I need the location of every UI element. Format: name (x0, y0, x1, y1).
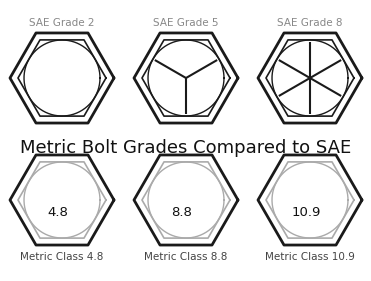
Text: 8.8: 8.8 (171, 205, 193, 219)
Text: SAE Grade 5: SAE Grade 5 (153, 18, 219, 28)
Text: Metric Class 4.8: Metric Class 4.8 (20, 252, 104, 262)
Text: 4.8: 4.8 (47, 205, 68, 219)
Text: 10.9: 10.9 (291, 205, 321, 219)
Text: Metric Bolt Grades Compared to SAE: Metric Bolt Grades Compared to SAE (20, 139, 351, 157)
Text: SAE Grade 8: SAE Grade 8 (277, 18, 343, 28)
Text: SAE Grade 2: SAE Grade 2 (29, 18, 95, 28)
Text: Metric Class 8.8: Metric Class 8.8 (144, 252, 228, 262)
Text: Metric Class 10.9: Metric Class 10.9 (265, 252, 355, 262)
